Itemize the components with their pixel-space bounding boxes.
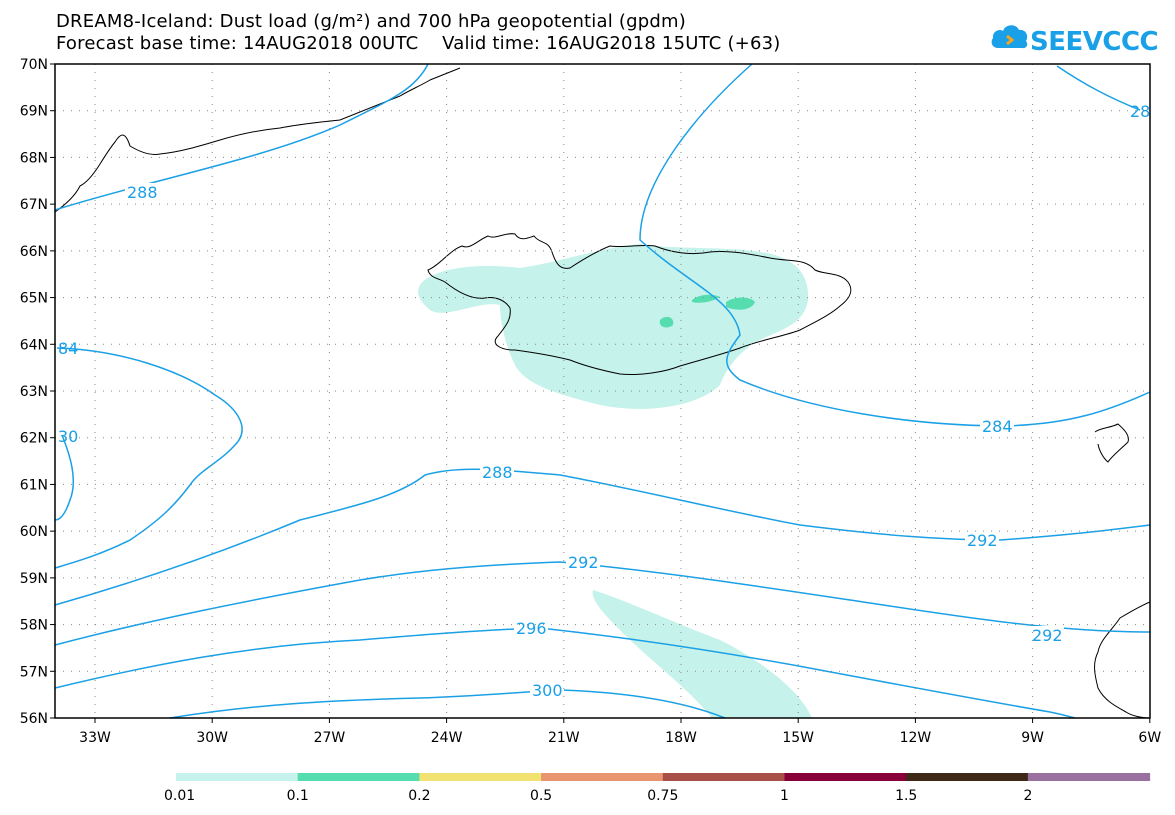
lon-label: 15W xyxy=(782,730,814,746)
lon-label: 6W xyxy=(1138,730,1161,746)
lat-label: 68N xyxy=(20,150,48,166)
seevccc-logo: SEEVCCC xyxy=(990,20,1165,60)
map-subtitle: Forecast base time: 14AUG2018 00UTC Vali… xyxy=(56,33,781,54)
lon-label: 30W xyxy=(196,730,228,746)
colorbar-label: 1.5 xyxy=(895,788,917,804)
contour-284-east xyxy=(639,63,1151,427)
lat-label: 63N xyxy=(20,384,48,400)
lat-label: 69N xyxy=(20,104,48,120)
colorbar-swatch xyxy=(1027,773,1151,781)
contour-300 xyxy=(169,689,726,719)
lon-label: 9W xyxy=(1021,730,1044,746)
contour-label-292-east: 292 xyxy=(1032,626,1063,645)
contour-label-28-ne: 28 xyxy=(1130,102,1150,121)
contour-label-284-west: 84 xyxy=(58,339,78,358)
colorbar-swatch xyxy=(662,773,785,781)
dust-load-shading xyxy=(418,244,812,718)
lat-label: 70N xyxy=(20,57,48,73)
lon-label: 12W xyxy=(900,730,932,746)
lon-label: 27W xyxy=(314,730,346,746)
colorbar-label: 0.01 xyxy=(164,788,195,804)
contour-28-ne xyxy=(1056,65,1141,111)
iceland-coastline xyxy=(427,233,852,375)
contour-284-west xyxy=(54,347,243,569)
graticule xyxy=(55,64,1150,718)
contour-labels: 288 284 288 292 292 292 296 300 84 30 28 xyxy=(58,102,1150,700)
lat-label: 57N xyxy=(20,664,48,680)
colorbar-swatch xyxy=(541,773,664,781)
lon-label: 33W xyxy=(79,730,111,746)
lat-label: 59N xyxy=(20,571,48,587)
contour-label-296: 296 xyxy=(516,619,547,638)
faroe-coastline xyxy=(1094,423,1129,463)
lat-label: 62N xyxy=(20,431,48,447)
lon-label: 24W xyxy=(431,730,463,746)
lat-label: 65N xyxy=(20,291,48,307)
colorbar-label: 0.1 xyxy=(287,788,309,804)
map-title: DREAM8-Iceland: Dust load (g/m²) and 700… xyxy=(56,11,686,32)
lat-label: 56N xyxy=(20,711,48,727)
greenland-coastline xyxy=(54,67,461,213)
contour-label-284: 284 xyxy=(982,417,1013,436)
colorbar-label: 2 xyxy=(1023,788,1032,804)
contour-label-288-mid: 288 xyxy=(482,463,513,482)
contour-label-292-mid: 292 xyxy=(568,553,599,572)
contour-label-300: 300 xyxy=(532,681,563,700)
dust-area-south xyxy=(592,590,812,718)
contour-296 xyxy=(54,627,1076,719)
contour-288-north xyxy=(54,63,429,211)
dust-area-iceland xyxy=(418,244,809,409)
colorbar-swatch xyxy=(784,773,907,781)
lat-label: 58N xyxy=(20,618,48,634)
contour-280-west xyxy=(54,434,75,521)
lat-label: 61N xyxy=(20,477,48,493)
axis-labels: 70N 69N 68N 67N 66N 65N 64N 63N 62N 61N 60N 59N 58N 5… xyxy=(20,57,1162,746)
colorbar-swatch xyxy=(176,773,299,781)
colorbar-swatch xyxy=(297,773,420,781)
lat-label: 60N xyxy=(20,524,48,540)
dust-patch-1 xyxy=(726,297,755,310)
contour-label-288-north: 288 xyxy=(127,183,158,202)
colorbar-swatch xyxy=(906,773,1029,781)
lat-label: 66N xyxy=(20,244,48,260)
contour-label-280-west: 30 xyxy=(58,427,78,446)
dust-patch-3 xyxy=(659,316,674,328)
colorbar-swatch xyxy=(419,773,542,781)
lon-label: 21W xyxy=(548,730,580,746)
scotland-coastline xyxy=(1094,601,1151,719)
colorbar-label: 0.2 xyxy=(408,788,430,804)
lat-label: 67N xyxy=(20,197,48,213)
contour-label-288-east: 292 xyxy=(967,531,998,550)
coastlines xyxy=(54,67,1151,719)
lon-label: 18W xyxy=(665,730,697,746)
colorbar-label: 1 xyxy=(780,788,789,804)
logo-text: SEEVCCC xyxy=(1030,27,1159,57)
colorbar-label: 0.5 xyxy=(530,788,552,804)
lat-label: 64N xyxy=(20,337,48,353)
colorbar-label: 0.75 xyxy=(647,788,678,804)
colorbar: 0.01 0.1 0.2 0.5 0.75 1 1.5 2 xyxy=(164,773,1151,804)
cloud-icon xyxy=(991,25,1028,49)
